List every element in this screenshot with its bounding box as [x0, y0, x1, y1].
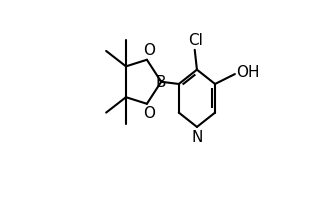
Text: B: B — [156, 75, 167, 90]
Text: O: O — [143, 106, 155, 121]
Text: O: O — [143, 43, 155, 58]
Text: OH: OH — [236, 66, 259, 81]
Text: N: N — [191, 130, 203, 145]
Text: Cl: Cl — [189, 33, 203, 48]
